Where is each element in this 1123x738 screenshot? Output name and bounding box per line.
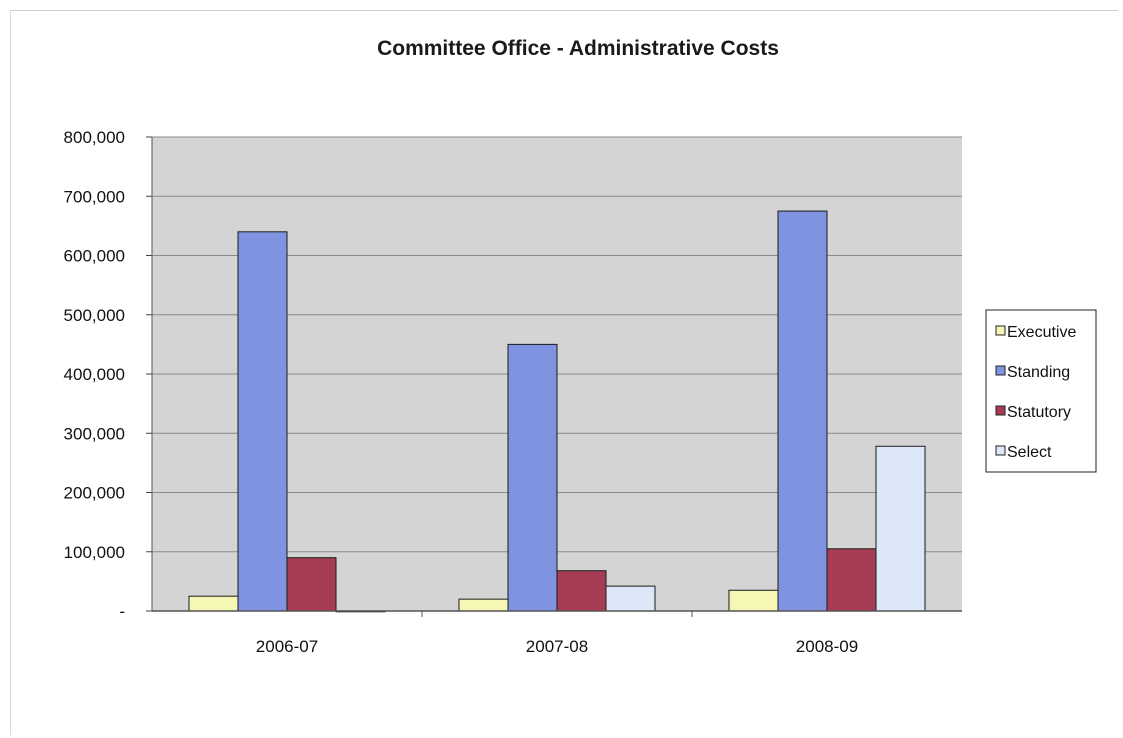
legend-swatch-standing	[995, 365, 1006, 376]
y-tick-label: 300,000	[64, 424, 125, 443]
bar-select-2007-08	[605, 585, 656, 612]
chart-frame	[10, 10, 1118, 735]
bar-standing-2006-07	[237, 231, 288, 612]
y-tick-label: -	[119, 602, 125, 621]
legend-swatch-statutory	[995, 405, 1006, 416]
bar-standing-2007-08	[507, 343, 558, 612]
x-tick-label: 2006-07	[256, 637, 318, 656]
x-tick-labels: 2006-07 2007-08 2008-09	[256, 611, 858, 656]
bar-standing-2008-09	[777, 210, 828, 612]
legend-swatch-select	[995, 445, 1006, 456]
y-tick-label: 400,000	[64, 365, 125, 384]
legend: Executive Standing Statutory Select	[985, 309, 1097, 473]
bar-select-2008-09	[875, 445, 926, 612]
y-tick-label: 100,000	[64, 543, 125, 562]
y-tick-label: 700,000	[64, 187, 125, 206]
bar-executive-2007-08	[458, 598, 509, 612]
bar-statutory-2008-09	[826, 548, 877, 612]
legend-box	[985, 309, 1097, 473]
legend-label-select: Select	[1007, 444, 1052, 461]
y-tick-label: 800,000	[64, 128, 125, 147]
legend-swatch-executive	[995, 325, 1006, 336]
y-tick-label: 600,000	[64, 247, 125, 266]
legend-label-executive: Executive	[1007, 324, 1076, 341]
bars	[188, 210, 926, 613]
y-tick-labels: - 100,000 200,000 300,000 400,000 500,000 600,…	[64, 128, 152, 621]
x-tick-label: 2008-09	[796, 637, 858, 656]
legend-label-standing: Standing	[1007, 364, 1070, 381]
bar-statutory-2006-07	[286, 557, 337, 612]
x-tick-label: 2007-08	[526, 637, 588, 656]
y-tick-label: 200,000	[64, 484, 125, 503]
bar-executive-2008-09	[728, 589, 779, 612]
chart-title: Committee Office - Administrative Costs	[377, 37, 779, 60]
legend-label-statutory: Statutory	[1007, 404, 1071, 421]
bar-statutory-2007-08	[556, 570, 607, 612]
bar-executive-2006-07	[188, 595, 239, 612]
y-tick-label: 500,000	[64, 306, 125, 325]
